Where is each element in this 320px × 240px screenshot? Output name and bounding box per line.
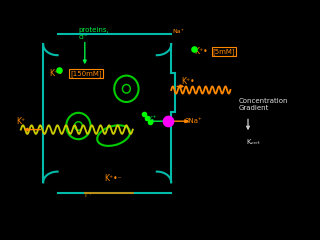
Text: l⁻⁺⁻: l⁻⁺⁻ bbox=[85, 193, 96, 198]
Text: 2K⁺: 2K⁺ bbox=[145, 116, 157, 122]
Text: Kᵥₑᵣₜ: Kᵥₑᵣₜ bbox=[246, 139, 260, 144]
Text: K⁺: K⁺ bbox=[16, 117, 25, 126]
Point bbox=[145, 116, 150, 120]
Text: K⁺•: K⁺• bbox=[50, 69, 63, 78]
Text: K⁺•: K⁺• bbox=[181, 77, 195, 86]
Text: [150mM]: [150mM] bbox=[70, 70, 102, 77]
Text: Na⁺: Na⁺ bbox=[173, 29, 185, 34]
Text: K⁺•: K⁺• bbox=[195, 47, 208, 56]
Point bbox=[148, 120, 153, 124]
Text: Concentration
Gradient: Concentration Gradient bbox=[238, 98, 288, 111]
Point bbox=[165, 119, 171, 123]
Text: K⁺•⁻: K⁺•⁻ bbox=[104, 174, 122, 183]
Text: 3Na⁺: 3Na⁺ bbox=[184, 118, 202, 124]
Text: [5mM]: [5mM] bbox=[213, 48, 236, 55]
Point bbox=[191, 47, 196, 51]
Text: proteins,
cl⁻: proteins, cl⁻ bbox=[78, 27, 109, 40]
Point bbox=[141, 112, 147, 116]
Point bbox=[57, 68, 62, 72]
